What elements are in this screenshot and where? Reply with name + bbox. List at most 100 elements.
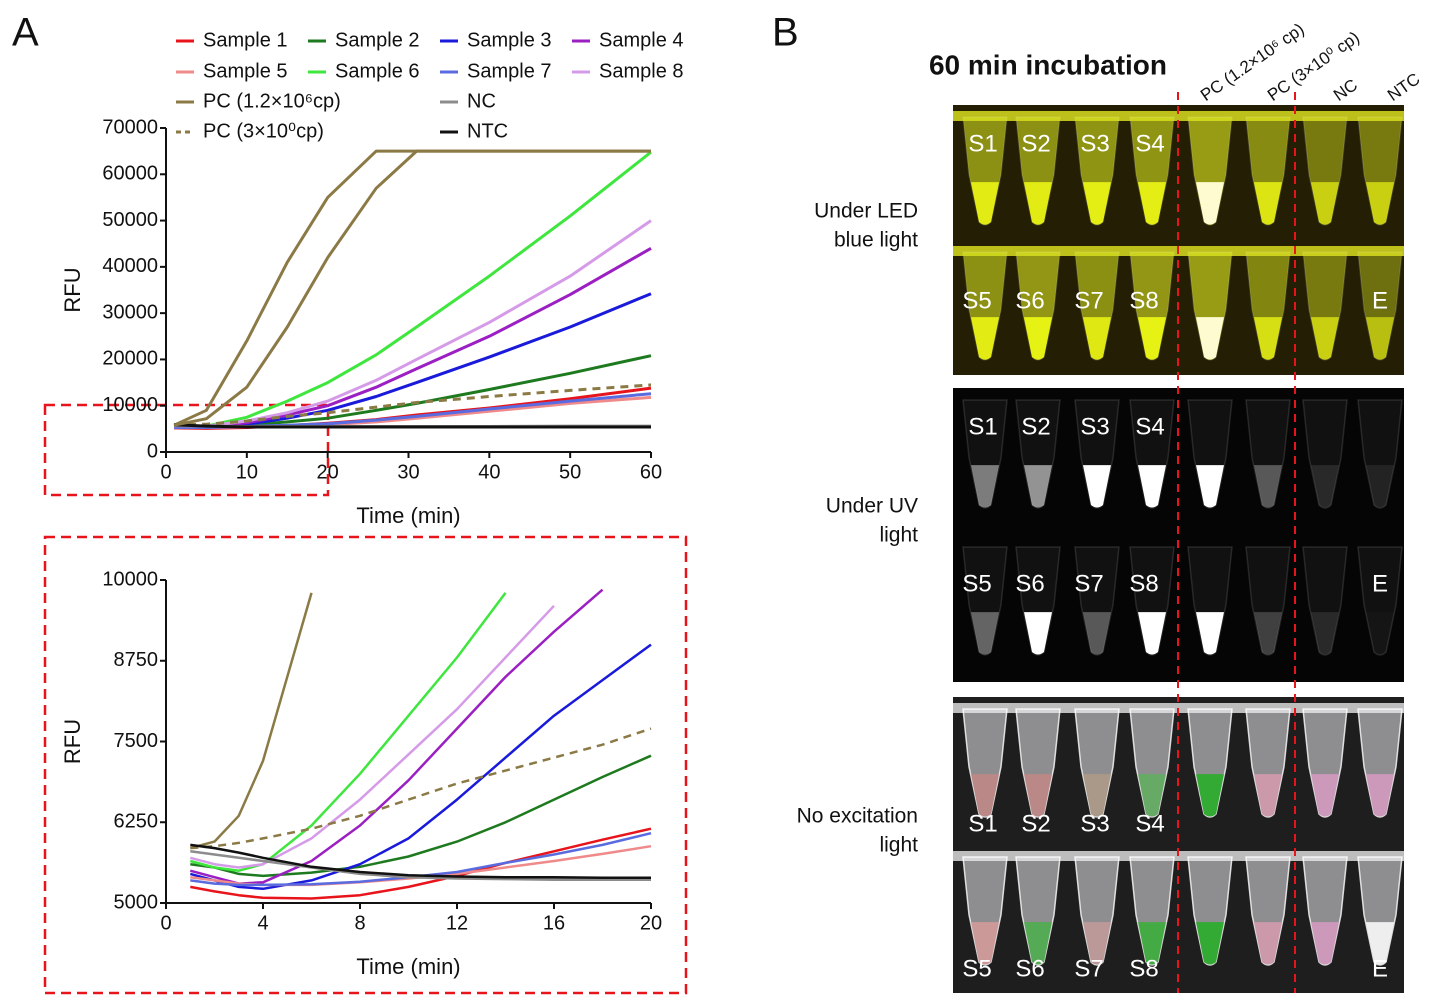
tube <box>1302 116 1348 226</box>
row-label: light <box>879 524 918 547</box>
tube <box>962 708 1008 818</box>
tube-liquid <box>1196 317 1224 360</box>
series-line <box>190 827 652 900</box>
legend-label: Sample 5 <box>203 60 288 82</box>
tube <box>1245 399 1291 509</box>
column-header: NTC <box>1384 69 1424 105</box>
x-tick-label: 0 <box>160 912 171 934</box>
tube-label: S6 <box>1015 955 1044 982</box>
tube <box>1357 399 1403 509</box>
tube-liquid <box>1024 774 1052 817</box>
legend-label: Sample 2 <box>335 29 420 51</box>
column-header: NC <box>1330 75 1361 105</box>
tube <box>962 856 1008 966</box>
tube <box>1074 856 1120 966</box>
tube-liquid <box>1366 317 1394 360</box>
series-line <box>190 831 652 887</box>
tube <box>1302 251 1348 361</box>
tube-liquid <box>1196 612 1224 655</box>
tube-label: S4 <box>1135 810 1164 837</box>
tube-liquid <box>1311 922 1339 965</box>
tube-strip <box>953 111 1404 121</box>
x-tick-label: 16 <box>543 912 565 934</box>
tube <box>1245 116 1291 226</box>
tube-liquid <box>1138 465 1166 508</box>
tube-liquid <box>1311 465 1339 508</box>
tube-label: S8 <box>1129 287 1158 314</box>
x-tick-label: 20 <box>317 461 339 483</box>
tube <box>1074 116 1120 226</box>
tube <box>1302 856 1348 966</box>
legend-label: Sample 8 <box>599 60 684 82</box>
x-tick-label: 0 <box>160 461 171 483</box>
y-tick-label: 50000 <box>102 209 158 231</box>
tube-liquid <box>1366 922 1394 965</box>
legend-label: PC (3×10⁰cp) <box>203 120 324 142</box>
row-label: light <box>879 834 918 857</box>
tube <box>1015 251 1061 361</box>
tube <box>1187 708 1233 818</box>
row-label: Under LED <box>814 200 918 223</box>
zoom-box <box>43 403 330 497</box>
tube <box>1074 546 1120 656</box>
tube-liquid <box>1196 922 1224 965</box>
x-axis-title: Time (min) <box>356 954 460 979</box>
series-line <box>190 843 651 880</box>
legend-label: NTC <box>467 120 508 142</box>
x-tick-label: 8 <box>354 912 365 934</box>
legend-label: Sample 3 <box>467 29 552 51</box>
tube-liquid <box>1366 774 1394 817</box>
tube <box>1015 116 1061 226</box>
tube-liquid <box>1366 182 1394 225</box>
tube <box>1245 856 1291 966</box>
tube-label: S1 <box>968 810 997 837</box>
tube-label: S8 <box>1129 955 1158 982</box>
x-tick-label: 60 <box>640 461 662 483</box>
tube <box>1245 546 1291 656</box>
series-line <box>174 150 652 428</box>
tube-liquid <box>1024 922 1052 965</box>
tube <box>1129 399 1175 509</box>
tube-liquid <box>1254 612 1282 655</box>
tube-liquid <box>1024 182 1052 225</box>
y-tick-label: 70000 <box>102 116 158 138</box>
x-tick-label: 4 <box>257 912 268 934</box>
tube-label: S3 <box>1080 810 1109 837</box>
tube-liquid <box>1196 774 1224 817</box>
legend-label: NC <box>467 90 496 112</box>
tube-liquid <box>971 922 999 965</box>
series-line <box>174 423 651 429</box>
panel-label: B <box>772 11 799 55</box>
tube-liquid <box>1254 774 1282 817</box>
y-axis-title: RFU <box>60 719 85 764</box>
tube-label: S2 <box>1021 130 1050 157</box>
tube <box>1074 399 1120 509</box>
tube-liquid <box>1366 465 1394 508</box>
series-line <box>190 850 651 881</box>
photo <box>953 388 1404 682</box>
tube-label: S5 <box>962 570 991 597</box>
tube-liquid <box>1083 922 1111 965</box>
y-tick-label: 40000 <box>102 255 158 277</box>
tube-liquid <box>1083 182 1111 225</box>
tube-liquid <box>971 612 999 655</box>
tube <box>1302 546 1348 656</box>
tube <box>1129 251 1175 361</box>
tube <box>1357 546 1403 656</box>
x-tick-label: 50 <box>559 461 581 483</box>
tube-label: S8 <box>1129 570 1158 597</box>
y-tick-label: 30000 <box>102 301 158 323</box>
legend-label: Sample 4 <box>599 29 684 51</box>
row-label: Under UV <box>826 495 918 518</box>
tube <box>1245 708 1291 818</box>
row-label: blue light <box>834 229 918 252</box>
tube <box>1302 399 1348 509</box>
tube <box>962 399 1008 509</box>
tube <box>1074 251 1120 361</box>
tube <box>962 251 1008 361</box>
tube-liquid <box>1254 182 1282 225</box>
tube-label: S7 <box>1074 955 1103 982</box>
tube-liquid <box>1254 465 1282 508</box>
legend-label: Sample 1 <box>203 29 288 51</box>
